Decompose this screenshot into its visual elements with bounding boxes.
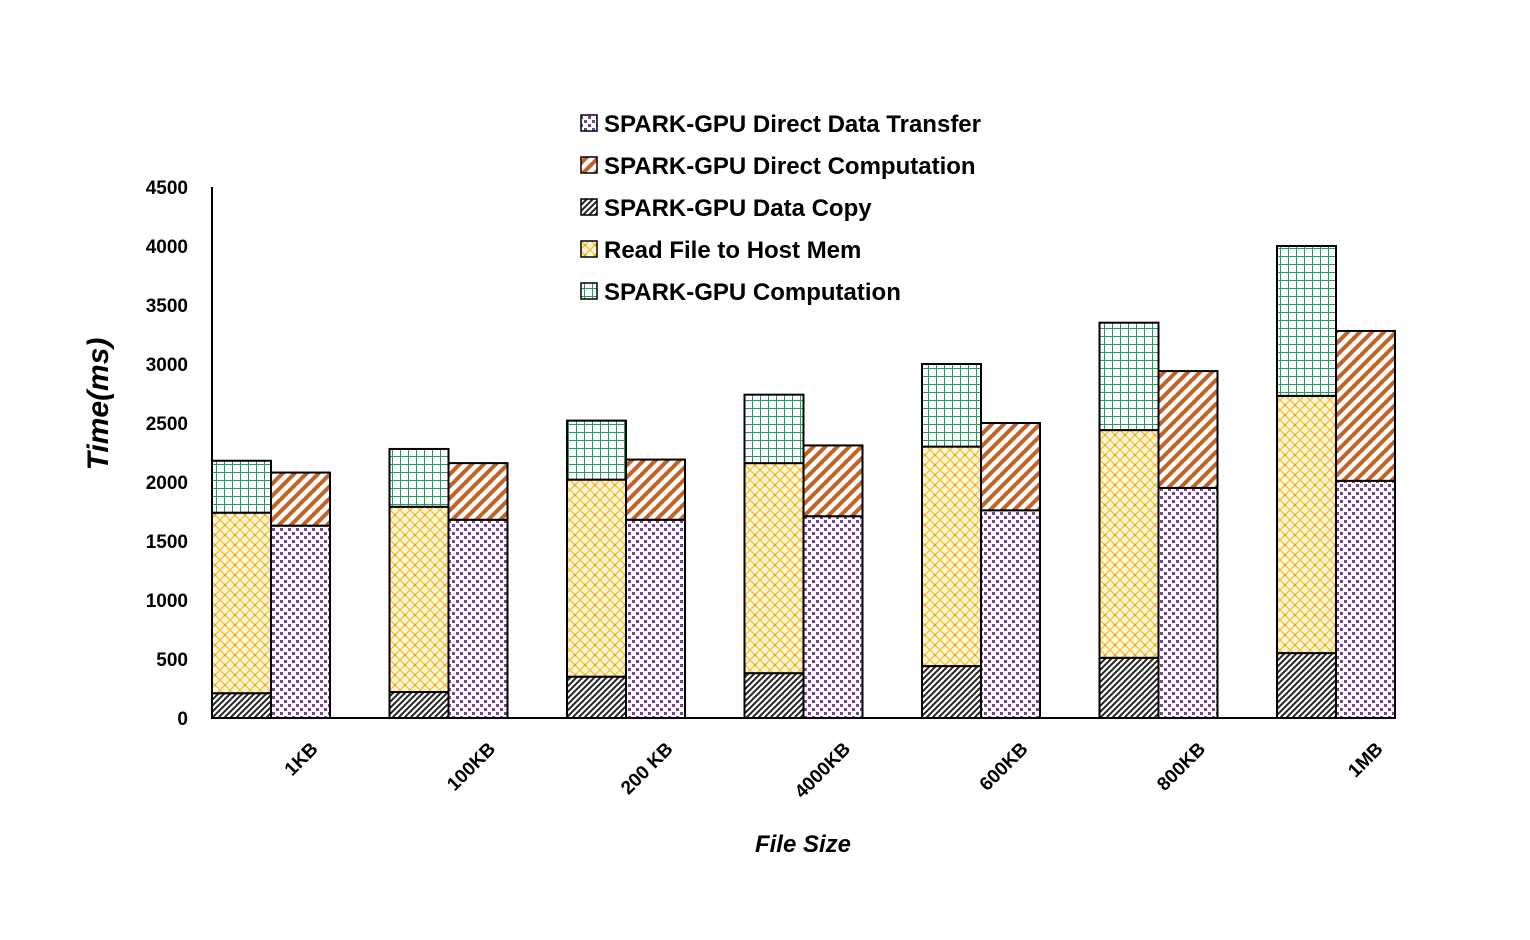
x-category-label: 4000KB: [791, 739, 855, 803]
y-tick-label: 500: [156, 650, 188, 671]
bar-spark-gpu-computation-100kb: [388, 447, 450, 508]
legend-item-spark-gpu-direct-data-transfer: SPARK-GPU Direct Data Transfer: [580, 111, 981, 138]
bar-spark-gpu-direct-data-transfer-100kb: [447, 518, 509, 720]
bar-spark-gpu-computation-1kb: [211, 459, 272, 514]
legend-item-spark-gpu-direct-computation: SPARK-GPU Direct Computation: [580, 153, 976, 180]
y-axis: 0 500 1000 1500 2000 2500 3000 3500 4000 4500: [146, 178, 213, 730]
bar-spark-gpu-data-copy-4000kb: [743, 672, 805, 719]
bar-spark-gpu-direct-computation-800kb: [1157, 370, 1219, 489]
y-tick-label: 2000: [146, 473, 188, 494]
bar-read-file-to-host-mem-600kb: [921, 445, 982, 668]
legend-item-spark-gpu-data-copy: SPARK-GPU Data Copy: [580, 195, 872, 222]
y-tick-label: 3000: [146, 355, 188, 376]
bar-read-file-to-host-mem-200-kb: [566, 478, 627, 678]
bar-spark-gpu-direct-computation-200-kb: [625, 458, 686, 521]
bar-spark-gpu-data-copy-1kb: [211, 692, 272, 719]
y-tick-label: 4500: [146, 178, 188, 199]
y-tick-label: 4000: [146, 237, 188, 258]
legend-item-read-file-to-host-mem: Read File to Host Mem: [580, 237, 861, 264]
y-tick-label: 1500: [146, 532, 188, 553]
x-category-label: 1KB: [281, 739, 323, 781]
bar-read-file-to-host-mem-4000kb: [743, 462, 805, 675]
bar-spark-gpu-computation-800kb: [1098, 321, 1160, 432]
legend-swatch: [580, 282, 598, 300]
legend: SPARK-GPU Direct Data Transfer SPARK-GPU …: [580, 111, 981, 306]
bar-spark-gpu-data-copy-600kb: [921, 665, 982, 720]
y-tick-label: 2500: [146, 414, 188, 435]
bar-read-file-to-host-mem-100kb: [388, 505, 450, 694]
x-category-label: 200 KB: [617, 739, 677, 799]
bar-spark-gpu-direct-computation-4000kb: [802, 444, 864, 518]
bar-spark-gpu-data-copy-1mb: [1276, 652, 1337, 719]
legend-label: SPARK-GPU Computation: [604, 279, 901, 306]
bar-spark-gpu-direct-data-transfer-4000kb: [802, 515, 864, 719]
legend-swatch: [580, 198, 598, 216]
bar-read-file-to-host-mem-1kb: [211, 511, 272, 695]
bar-spark-gpu-computation-200-kb: [566, 419, 627, 481]
x-category-label: 1MB: [1344, 739, 1387, 782]
bar-spark-gpu-direct-computation-100kb: [447, 462, 509, 521]
x-category-label: 100KB: [443, 739, 500, 796]
legend-item-spark-gpu-computation: SPARK-GPU Computation: [580, 279, 901, 306]
legend-swatch: [580, 240, 598, 258]
bar-spark-gpu-direct-computation-600kb: [980, 422, 1041, 512]
bar-spark-gpu-direct-computation-1kb: [270, 471, 331, 527]
y-axis-title: Time(ms): [82, 338, 115, 471]
bar-spark-gpu-direct-data-transfer-1mb: [1335, 479, 1396, 719]
x-axis-title: File Size: [755, 831, 851, 858]
bar-spark-gpu-data-copy-800kb: [1098, 656, 1160, 720]
bar-read-file-to-host-mem-800kb: [1098, 429, 1160, 659]
bar-spark-gpu-direct-data-transfer-1kb: [270, 524, 331, 719]
bar-spark-gpu-computation-600kb: [921, 363, 982, 448]
x-category-label: 800KB: [1153, 739, 1210, 796]
bar-spark-gpu-data-copy-100kb: [388, 691, 450, 719]
bar-spark-gpu-direct-data-transfer-600kb: [980, 509, 1041, 719]
legend-swatch: [580, 114, 598, 132]
x-category-label: 600KB: [976, 739, 1033, 796]
y-tick-label: 1000: [146, 591, 188, 612]
bar-spark-gpu-direct-data-transfer-800kb: [1157, 486, 1219, 719]
y-tick-label: 3500: [146, 296, 188, 317]
bar-spark-gpu-direct-computation-1mb: [1335, 329, 1396, 482]
legend-label: SPARK-GPU Data Copy: [604, 195, 872, 222]
bar-spark-gpu-direct-data-transfer-200-kb: [625, 518, 686, 720]
y-tick-label: 0: [177, 709, 188, 730]
x-axis: 1KB 100KB 200 KB 4000KB 600KB 800KB 1MB: [212, 717, 1394, 803]
legend-label: Read File to Host Mem: [604, 237, 861, 264]
legend-label: SPARK-GPU Direct Data Transfer: [604, 111, 981, 138]
legend-swatch: [580, 156, 598, 174]
legend-label: SPARK-GPU Direct Computation: [604, 153, 976, 180]
bar-spark-gpu-data-copy-200-kb: [566, 675, 627, 720]
bar-spark-gpu-computation-1mb: [1276, 245, 1337, 397]
bars-group: [211, 245, 1396, 720]
bar-spark-gpu-computation-4000kb: [743, 393, 805, 465]
bar-read-file-to-host-mem-1mb: [1276, 394, 1337, 655]
